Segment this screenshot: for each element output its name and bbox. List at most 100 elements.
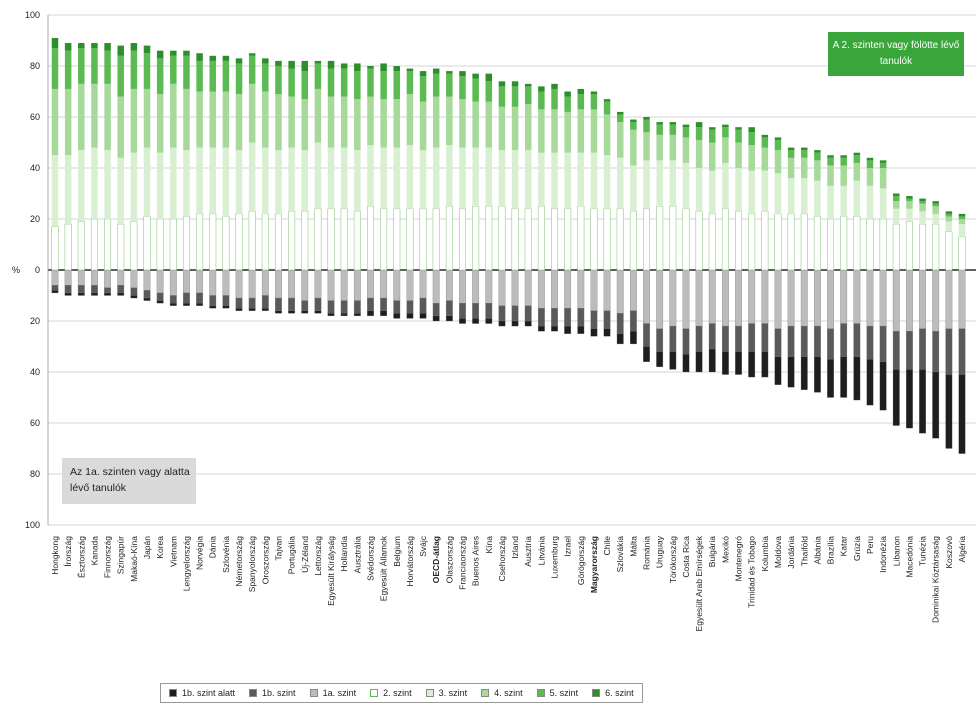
x-tick-label: Kína [484,536,494,554]
bar-segment-level5 [327,68,335,97]
bar-stack [472,73,480,324]
bar-segment-level1b [485,302,493,319]
bar-segment-level1b [524,305,532,322]
bar-segment-level4 [801,157,808,179]
bar-segment-level1b [590,310,598,329]
bar-segment-level6 [183,50,190,56]
bar-segment-level6 [814,150,821,153]
bar-segment-level2 [117,223,125,271]
bar-segment-level1a [945,269,953,329]
x-tick-label: Lengyelország [181,536,191,592]
bar-segment-level2 [104,218,112,271]
bar-segment-below1b [564,325,572,334]
bar-segment-level1b [472,302,480,319]
bar-stack [51,37,59,294]
bar-segment-level1b [419,297,427,314]
bar-stack [564,91,572,334]
bar-segment-level4 [196,91,203,148]
x-tick-label: Thaiföld [799,536,809,567]
bar-segment-level2 [708,213,716,271]
bar-segment-level1a [537,269,545,309]
bar-segment-below1b [787,356,795,388]
bar-segment-level3 [787,178,795,214]
bar-segment-level5 [380,71,387,100]
bar-segment-level3 [446,145,453,207]
bar-stack [77,43,85,296]
bar-segment-level5 [130,50,138,89]
y-axis: 100 80 60 40 20 0 20 40 60 80 100% [12,10,49,530]
bar-segment-level4 [879,168,887,189]
bar-segment-level5 [853,155,861,163]
bar-stack [840,155,848,398]
bar-segment-level5 [301,71,309,100]
bar-segment-level1b [761,323,769,352]
bar-stack [813,150,821,393]
bar-segment-level4 [577,109,585,153]
bar-segment-level6 [91,43,98,49]
bar-segment-level5 [932,203,939,207]
x-tick-label: Izland [510,536,520,559]
bar-segment-level3 [932,213,939,225]
bar-segment-level1b [800,325,808,357]
bar-segment-level6 [248,53,256,56]
bar-segment-below1b [866,359,874,406]
bar-segment-level2 [577,206,585,271]
legend-label: 3. szint [438,688,468,698]
x-tick-label: Moldova [773,536,783,568]
bar-segment-level1b [853,323,861,357]
bar-segment-level5 [919,201,926,204]
bar-segment-level1b [919,328,926,370]
bar-segment-level1a [432,269,440,304]
bar-segment-level1a [774,269,782,329]
bar-segment-level5 [393,71,401,100]
bar-segment-level4 [708,142,716,171]
bar-segment-level2 [853,216,861,271]
bar-segment-below1b [248,308,256,311]
bar-segment-level4 [643,132,650,161]
bar-segment-level6 [932,201,939,204]
x-tick-label: Jordánia [786,536,796,569]
bar-segment-level1b [643,323,650,347]
bar-segment-level3 [354,150,361,212]
bar-segment-level2 [905,221,913,271]
annotation-bottom-box: Az 1a. szinten vagy alatta lévő tanulók [62,458,196,504]
bar-segment-level5 [406,71,414,95]
bar-segment-below1b [196,302,203,306]
bar-segment-level5 [840,157,847,166]
bar-segment-level6 [64,43,72,51]
bar-segment-level2 [511,208,519,271]
bar-segment-level4 [183,88,190,151]
bar-segment-level2 [761,211,769,271]
bar-segment-level1a [445,269,453,301]
bar-segment-level2 [564,208,572,271]
bar-stack [445,71,453,322]
bar-segment-level3 [498,150,506,207]
bar-segment-level6 [78,43,85,49]
bar-segment-level4 [814,160,821,181]
bar-segment-level3 [906,208,913,222]
bar-segment-level1b [261,295,269,309]
x-tick-label: Koszovó [944,536,954,569]
bar-stack [919,198,927,434]
bar-segment-level6 [630,119,637,123]
bar-segment-level6 [196,53,203,61]
bar-segment-level6 [209,55,216,61]
bar-stack [524,83,532,327]
bar-segment-below1b [222,305,230,309]
bar-segment-level1b [879,325,887,362]
bar-segment-level5 [761,137,769,148]
bar-segment-level1a [656,269,664,329]
bar-segment-level1b [248,297,256,309]
bar-segment-level3 [919,211,926,225]
bar-segment-level4 [564,111,571,153]
bar-segment-level5 [419,76,427,102]
x-tick-label: OECD-átlag [431,536,441,583]
bar-segment-below1b [695,351,703,373]
bar-segment-level6 [459,71,466,77]
bar-segment-level1a [590,269,598,311]
x-tick-label: Egyesült Államok [379,535,389,601]
bar-segment-level3 [156,152,164,219]
bar-segment-level6 [945,211,953,214]
bar-segment-below1b [117,292,125,296]
bar-segment-level6 [288,60,295,69]
